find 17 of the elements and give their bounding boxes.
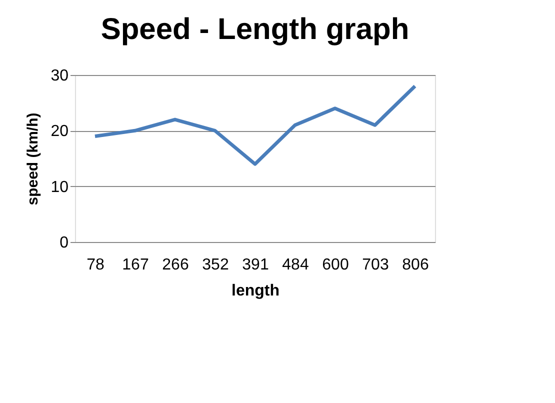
y-tick-label: 10 [50,178,69,196]
y-tick-label: 0 [60,234,69,252]
x-tick-label: 484 [282,256,309,274]
y-tick-label: 20 [50,123,69,140]
x-tick-label: 806 [402,256,429,274]
y-tick-label: 30 [50,68,69,84]
x-tick-label: 78 [86,256,104,274]
y-axis-title: speed (km/h) [24,112,42,206]
x-tick-label: 703 [362,256,389,274]
x-axis-title: length [232,282,280,300]
x-tick-label: 391 [242,256,269,274]
x-tick-label: 600 [322,256,349,274]
x-tick-label: 352 [202,256,229,274]
chart-title: Speed - Length graph [100,13,410,46]
x-tick-label: 167 [122,256,149,274]
line-series [93,84,417,166]
x-tick-label: 266 [162,256,189,274]
